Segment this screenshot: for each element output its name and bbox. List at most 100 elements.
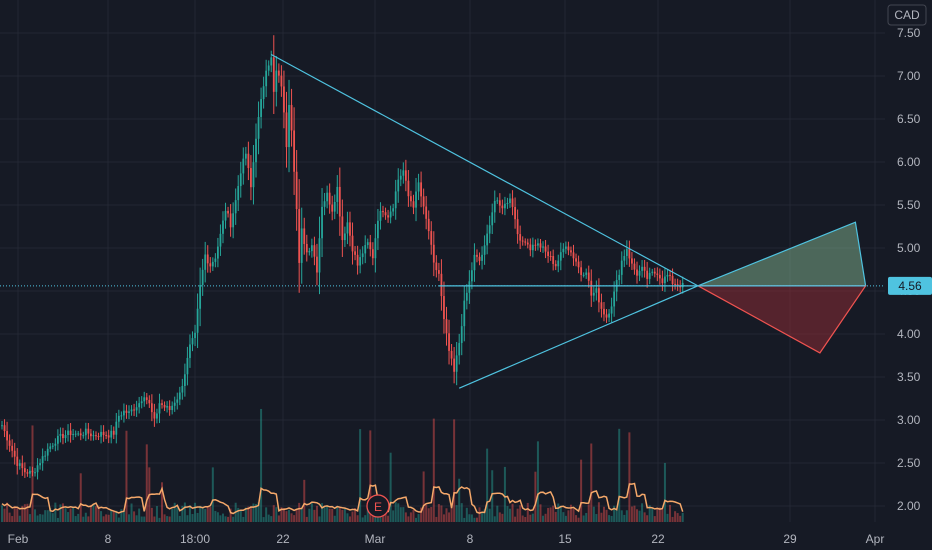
candle-body [272, 57, 275, 92]
candle-body [557, 260, 560, 267]
volume-bar [216, 512, 219, 522]
triangle-trendlines[interactable] [270, 53, 866, 389]
candle-body [11, 445, 14, 451]
candle-body [567, 246, 570, 251]
volume-bar [445, 508, 448, 522]
volume-bar [592, 506, 595, 522]
volume-bar [676, 513, 679, 522]
volume-bar [567, 510, 570, 522]
price-axis[interactable]: 7.507.006.506.005.505.004.504.003.503.00… [897, 26, 921, 513]
volume-bar [194, 502, 197, 522]
volume-bar [270, 516, 273, 522]
volume-bar [331, 508, 334, 522]
candle-body [344, 233, 346, 241]
candle-body [8, 440, 11, 446]
candlestick-series [1, 35, 684, 480]
volume-bar [204, 509, 207, 522]
volume-bar [54, 502, 57, 522]
volume-bar [168, 516, 171, 522]
volume-bar [199, 505, 202, 522]
time-axis[interactable]: Feb 8 18:00 22 Mar 8 15 22 29 Apr [8, 532, 885, 546]
candle-body [64, 435, 67, 439]
candle-body [123, 410, 125, 416]
candle-body [377, 220, 379, 239]
volume-bar [564, 515, 567, 522]
volume-bar [343, 508, 346, 522]
volume-bar [618, 428, 621, 522]
y-tick-label: 4.00 [897, 327, 921, 341]
volume-bar [39, 514, 42, 522]
candle-body [41, 456, 44, 464]
candle-body [582, 274, 585, 276]
candle-body [397, 179, 400, 192]
volume-bar [145, 444, 148, 522]
candle-body [100, 431, 102, 437]
volume-bar [356, 515, 359, 522]
currency-badge[interactable]: CAD [887, 4, 927, 26]
volume-bar [661, 509, 664, 522]
candle-body [559, 252, 562, 261]
volume-bar [79, 473, 82, 522]
volume-bar [84, 512, 87, 522]
candle-body [506, 202, 509, 204]
volume-bar [277, 515, 280, 522]
volume-bar [425, 504, 428, 522]
volume-bar [298, 502, 301, 522]
candle-body [504, 203, 506, 209]
candle-body [643, 266, 646, 271]
candle-body [570, 250, 572, 253]
volume-bar [244, 507, 247, 522]
candle-body [448, 333, 450, 351]
candle-body [539, 243, 542, 248]
x-tick-label: Apr [866, 532, 885, 546]
volume-bar [323, 507, 326, 522]
earnings-event-marker[interactable]: E [366, 494, 390, 518]
candle-body [666, 274, 669, 277]
volume-bar [648, 505, 651, 522]
volume-bar [318, 516, 321, 522]
candle-body [336, 186, 339, 202]
candle-body [196, 308, 199, 333]
candle-body [186, 357, 189, 375]
candle-body [115, 421, 118, 435]
candle-body [603, 308, 605, 315]
volume-bar [285, 511, 288, 522]
candle-body [313, 245, 316, 257]
volume-bar [404, 512, 407, 522]
candle-body [46, 448, 49, 456]
candle-body [486, 233, 489, 246]
volume-bar [557, 503, 560, 522]
candle-body [44, 455, 47, 457]
volume-bar [369, 430, 372, 522]
candle-body [288, 104, 290, 148]
volume-bar [166, 516, 169, 522]
candle-body [328, 192, 331, 205]
candle-body [531, 244, 534, 251]
volume-bar [249, 507, 252, 522]
candle-body [82, 435, 85, 437]
candle-body [524, 241, 527, 243]
y-tick-label: 6.00 [897, 155, 921, 169]
candle-body [369, 242, 372, 250]
volume-bar [338, 506, 341, 522]
volume-bar [211, 467, 214, 522]
candle-body [483, 245, 486, 255]
volume-bar [13, 506, 16, 522]
volume-bar [28, 514, 31, 522]
candle-body [153, 412, 156, 419]
volume-bar [679, 515, 682, 522]
candle-body [283, 86, 285, 113]
candle-body [257, 116, 260, 139]
trendline[interactable] [458, 285, 699, 389]
volume-bar [641, 503, 644, 522]
candle-body [354, 251, 356, 255]
candle-body [36, 465, 39, 473]
volume-bar [521, 515, 524, 522]
volume-bar [186, 515, 189, 522]
candle-body [590, 280, 593, 296]
candle-body [379, 210, 382, 221]
candle-body [62, 433, 64, 439]
candle-body [102, 431, 105, 436]
trendline[interactable] [270, 53, 699, 287]
